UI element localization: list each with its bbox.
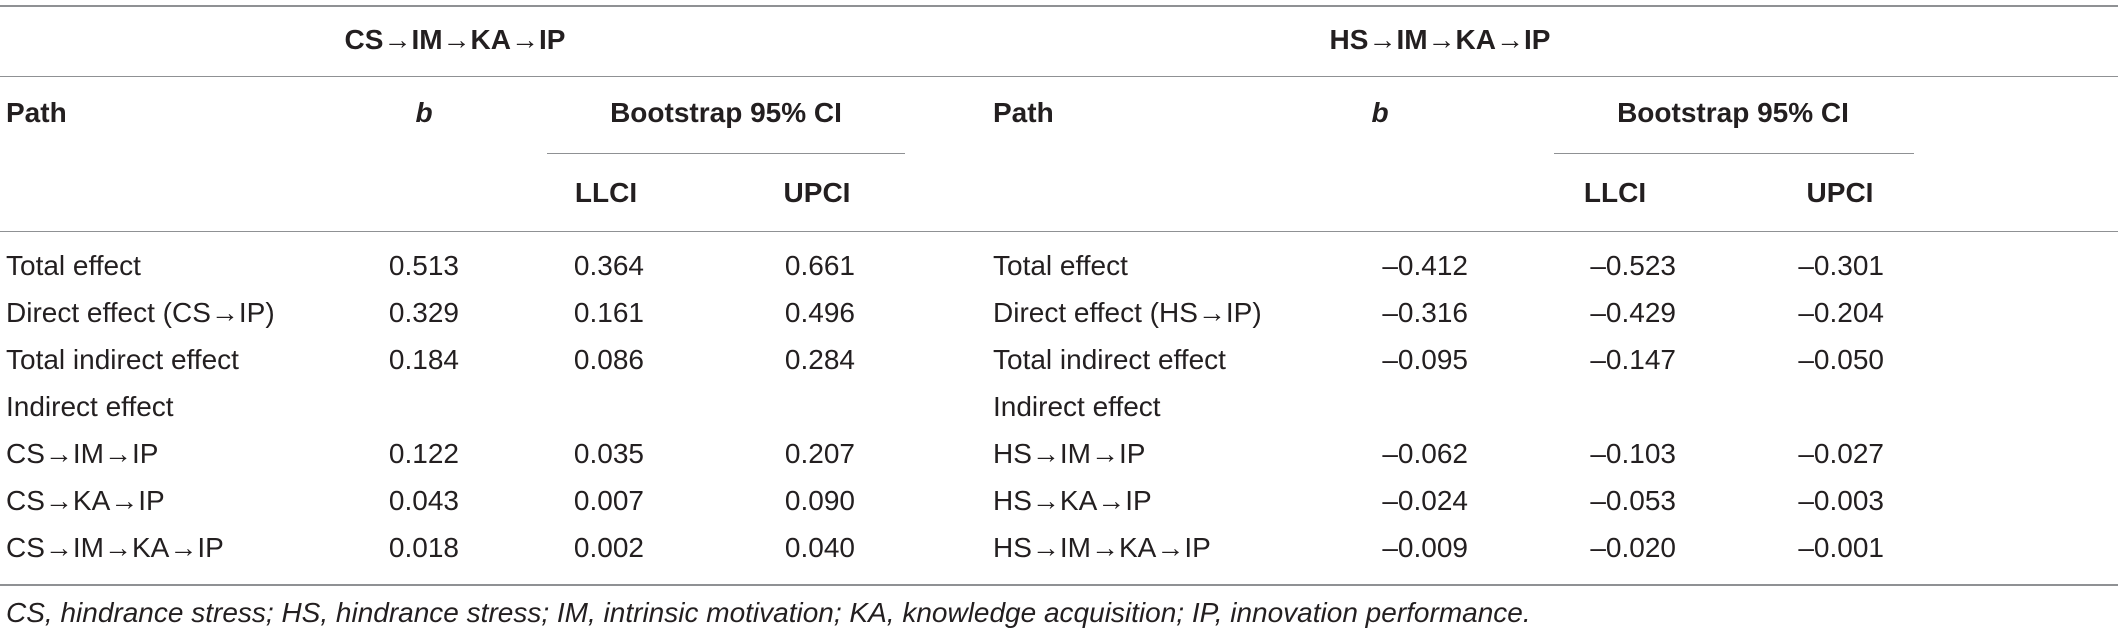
table-footnote: CS, hindrance stress; HS, hindrance stre… bbox=[6, 597, 1531, 628]
row-b: –0.095 bbox=[1382, 344, 1468, 375]
row-upci: 0.040 bbox=[784, 532, 855, 563]
row-path: CS→IM→IP bbox=[6, 438, 159, 469]
row-llci: –0.523 bbox=[1590, 250, 1676, 281]
title-rule bbox=[0, 76, 2118, 77]
header-llci: LLCI bbox=[1583, 177, 1647, 208]
row-llci: –0.053 bbox=[1590, 485, 1676, 516]
row-llci: –0.103 bbox=[1590, 438, 1676, 469]
header-upci: UPCI bbox=[783, 177, 851, 208]
row-b: –0.062 bbox=[1382, 438, 1468, 469]
row-path: Direct effect (CS→IP) bbox=[6, 297, 275, 328]
row-path: CS→KA→IP bbox=[6, 485, 165, 516]
header-path: Path bbox=[6, 97, 67, 128]
ci-rule-right bbox=[1554, 153, 1914, 154]
table-title: HS→IM→KA→IP bbox=[1329, 24, 1551, 55]
row-b: 0.018 bbox=[388, 532, 459, 563]
row-path: Total indirect effect bbox=[6, 344, 239, 375]
row-upci: 0.661 bbox=[784, 250, 855, 281]
row-b: 0.043 bbox=[388, 485, 459, 516]
row-upci: –0.003 bbox=[1798, 485, 1884, 516]
header-ci: Bootstrap 95% CI bbox=[610, 97, 842, 128]
row-path: HS→IM→IP bbox=[993, 438, 1146, 469]
row-llci: –0.429 bbox=[1590, 297, 1676, 328]
row-llci: 0.161 bbox=[573, 297, 644, 328]
row-path: CS→IM→KA→IP bbox=[6, 532, 224, 563]
row-b: 0.122 bbox=[388, 438, 459, 469]
row-llci: 0.035 bbox=[573, 438, 644, 469]
row-path: Direct effect (HS→IP) bbox=[993, 297, 1262, 328]
row-upci: 0.207 bbox=[784, 438, 855, 469]
row-b: –0.024 bbox=[1382, 485, 1468, 516]
row-upci: –0.050 bbox=[1798, 344, 1884, 375]
header-ci: Bootstrap 95% CI bbox=[1617, 97, 1849, 128]
row-llci: –0.147 bbox=[1590, 344, 1676, 375]
row-b: 0.184 bbox=[388, 344, 459, 375]
row-path: Total indirect effect bbox=[993, 344, 1226, 375]
header-upci: UPCI bbox=[1806, 177, 1874, 208]
header-path: Path bbox=[993, 97, 1054, 128]
row-upci: –0.301 bbox=[1798, 250, 1884, 281]
ci-rule-left bbox=[547, 153, 905, 154]
row-b: 0.329 bbox=[388, 297, 459, 328]
table-title: CS→IM→KA→IP bbox=[344, 24, 566, 55]
row-llci: 0.002 bbox=[573, 532, 644, 563]
row-path: Indirect effect bbox=[6, 391, 174, 422]
row-llci: 0.086 bbox=[573, 344, 644, 375]
top-rule bbox=[0, 5, 2118, 7]
row-path: Total effect bbox=[993, 250, 1128, 281]
row-b: –0.412 bbox=[1382, 250, 1468, 281]
row-path: HS→KA→IP bbox=[993, 485, 1152, 516]
row-b: 0.513 bbox=[388, 250, 459, 281]
row-upci: 0.284 bbox=[784, 344, 855, 375]
header-rule bbox=[0, 231, 2118, 232]
row-upci: –0.204 bbox=[1798, 297, 1884, 328]
bottom-rule bbox=[0, 584, 2118, 586]
row-llci: 0.364 bbox=[573, 250, 644, 281]
row-path: Total effect bbox=[6, 250, 141, 281]
header-b: b bbox=[415, 97, 433, 128]
header-b: b bbox=[1371, 97, 1389, 128]
header-llci: LLCI bbox=[574, 177, 638, 208]
row-upci: 0.090 bbox=[784, 485, 855, 516]
row-path: HS→IM→KA→IP bbox=[993, 532, 1211, 563]
row-upci: –0.027 bbox=[1798, 438, 1884, 469]
row-upci: –0.001 bbox=[1798, 532, 1884, 563]
row-b: –0.009 bbox=[1382, 532, 1468, 563]
row-path: Indirect effect bbox=[993, 391, 1161, 422]
row-llci: 0.007 bbox=[573, 485, 644, 516]
row-llci: –0.020 bbox=[1590, 532, 1676, 563]
row-upci: 0.496 bbox=[784, 297, 855, 328]
row-b: –0.316 bbox=[1382, 297, 1468, 328]
